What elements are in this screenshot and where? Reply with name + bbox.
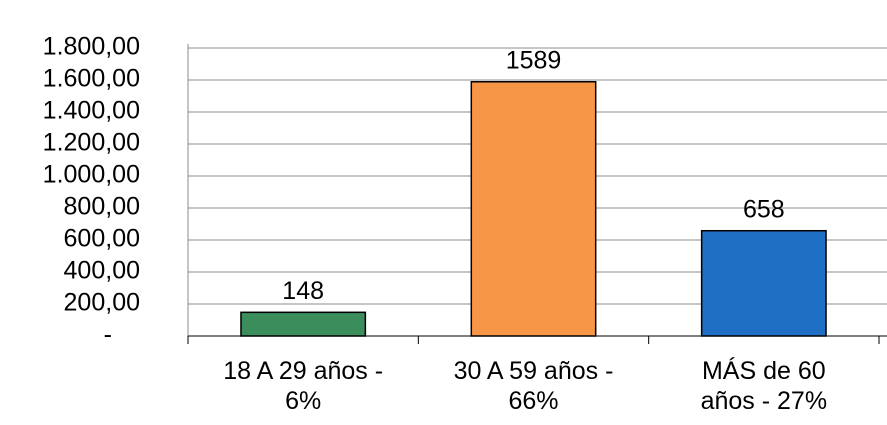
- y-tick-label: 400,00: [64, 257, 140, 285]
- x-tick-label: MÁS de 60 años - 27%: [700, 357, 828, 415]
- bar: [470, 81, 597, 337]
- y-tick-label: 1.000,00: [43, 161, 140, 189]
- y-tick-label: 800,00: [64, 193, 140, 221]
- y-tick-label: 1.600,00: [43, 65, 140, 93]
- bar: [240, 311, 367, 337]
- y-tick-label: 1.400,00: [43, 97, 140, 125]
- y-tick-label: -: [104, 321, 112, 349]
- bar: [700, 229, 827, 337]
- x-tick-label: 18 A 29 años - 6%: [223, 357, 384, 415]
- data-label: 658: [743, 195, 785, 223]
- data-label: 1589: [506, 46, 562, 74]
- y-tick-label: 1.800,00: [43, 33, 140, 61]
- data-label: 148: [282, 277, 324, 305]
- y-tick-label: 1.200,00: [43, 129, 140, 157]
- x-tick-label: 30 A 59 años - 66%: [453, 357, 614, 415]
- y-tick-label: 200,00: [64, 289, 140, 317]
- y-tick-label: 600,00: [64, 225, 140, 253]
